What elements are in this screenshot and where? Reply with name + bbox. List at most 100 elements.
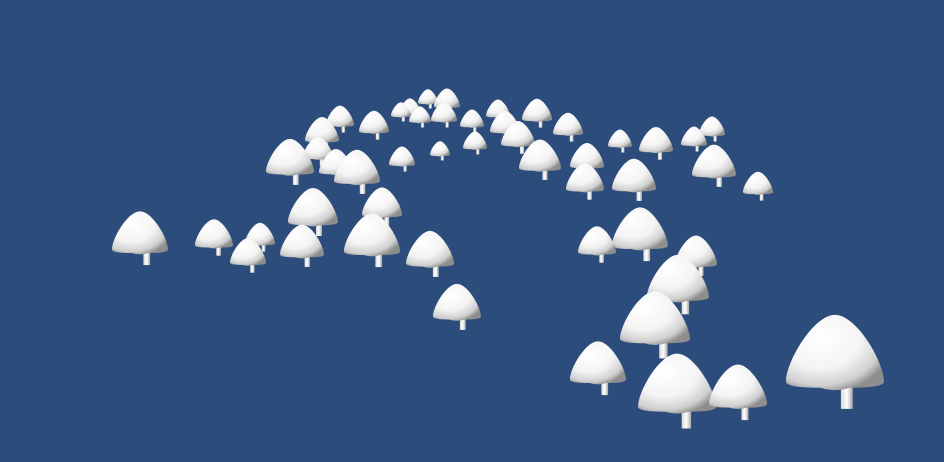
mushroom — [389, 146, 415, 172]
mushroom — [647, 254, 709, 315]
mushroom-cap — [620, 291, 690, 345]
mushroom-cap — [409, 106, 431, 124]
mushroom-cap — [418, 89, 438, 105]
mushroom-cap — [638, 353, 716, 414]
mushroom — [230, 238, 266, 273]
mushroom-stem — [250, 262, 255, 273]
mushroom — [344, 213, 400, 268]
mushroom-stem — [542, 168, 548, 180]
mushroom — [612, 158, 656, 201]
mushroom-stem — [292, 171, 299, 185]
mushroom-stem — [375, 251, 383, 268]
mushroom — [433, 283, 481, 330]
mushroom — [620, 291, 690, 359]
mushroom — [501, 121, 535, 154]
mushroom — [359, 110, 389, 140]
mushroom-stem — [440, 154, 444, 161]
mushroom — [522, 98, 552, 128]
mushroom-stem — [759, 192, 764, 201]
mushroom — [743, 171, 773, 201]
mushroom-cap — [681, 126, 707, 147]
mushroom-cap — [334, 149, 380, 186]
mushroom-stem — [601, 379, 609, 396]
mushroom-stem — [375, 131, 380, 140]
mushroom-cap — [463, 131, 487, 150]
mushroom-cap — [433, 283, 481, 321]
mushroom-stem — [421, 121, 425, 128]
mushroom-stem — [658, 150, 663, 160]
mushroom-cap — [288, 188, 338, 227]
mushroom — [326, 105, 354, 133]
mushroom — [303, 136, 333, 166]
mushroom-stem — [698, 264, 704, 276]
mushroom — [418, 89, 438, 109]
mushroom — [709, 364, 767, 421]
mushroom-stem — [359, 181, 366, 194]
mushroom-cap — [709, 364, 767, 410]
mushroom-cap — [305, 117, 339, 144]
mushroom — [409, 106, 431, 128]
mushroom — [699, 116, 725, 142]
mushroom-stem — [741, 403, 749, 421]
mushroom — [786, 314, 884, 409]
mushroom — [334, 149, 380, 194]
mushroom-cap — [430, 141, 450, 157]
mushroom-stem — [445, 120, 449, 128]
mushroom-stem — [569, 133, 574, 142]
mushroom — [608, 129, 632, 153]
mushroom-cap — [786, 314, 884, 391]
mushroom-stem — [459, 316, 466, 330]
mushroom-cap — [326, 105, 354, 128]
mushroom-cap — [699, 116, 725, 137]
mushroom — [280, 224, 324, 267]
mushroom-group — [112, 88, 884, 429]
mushroom-stem — [599, 252, 604, 263]
mushroom-cap — [460, 109, 484, 128]
mushroom-cap — [639, 127, 673, 154]
mushroom-cap — [389, 146, 415, 167]
mushroom-stem — [316, 222, 322, 236]
mushroom — [391, 102, 411, 122]
mushroom-stem — [261, 243, 266, 252]
mushroom — [578, 226, 616, 263]
mushroom-stem — [432, 263, 439, 277]
mushroom-stem — [401, 115, 405, 122]
mushroom-cap — [266, 138, 314, 176]
mushroom-cap — [280, 224, 324, 259]
mushroom-cap — [570, 341, 626, 385]
mushroom-cap — [612, 158, 656, 193]
mushroom-stem — [538, 119, 543, 128]
mushroom — [430, 141, 450, 161]
mushroom-cap — [553, 112, 583, 136]
mushroom — [681, 126, 707, 152]
mushroom-stem — [143, 249, 151, 266]
mushroom-stem — [341, 124, 346, 133]
mushroom-cap — [391, 102, 411, 118]
mushroom-stem — [403, 164, 407, 172]
mushroom-cap — [112, 211, 168, 255]
mushroom-stem — [636, 188, 642, 201]
mushroom — [612, 207, 668, 262]
mushroom-cap — [743, 171, 773, 195]
mushroom — [112, 211, 168, 266]
mushroom-cap — [303, 136, 333, 160]
mushroom-cap — [612, 207, 668, 251]
mushroom-stem — [840, 381, 853, 409]
mushroom-stem — [216, 245, 221, 256]
mushroom — [266, 138, 314, 185]
mushroom-cap — [362, 187, 402, 219]
mushroom-cap — [434, 88, 460, 109]
mushroom — [519, 139, 561, 180]
mushroom-stem — [304, 254, 310, 267]
mushroom-stem — [520, 144, 525, 154]
mushroom-cap — [647, 254, 709, 303]
mushroom-stem — [643, 245, 651, 262]
mushroom — [431, 102, 457, 128]
mushroom — [553, 112, 583, 142]
mushroom — [570, 341, 626, 396]
mushroom-cap — [522, 98, 552, 122]
mushroom-stem — [713, 134, 717, 142]
mushroom-stem — [681, 296, 690, 315]
